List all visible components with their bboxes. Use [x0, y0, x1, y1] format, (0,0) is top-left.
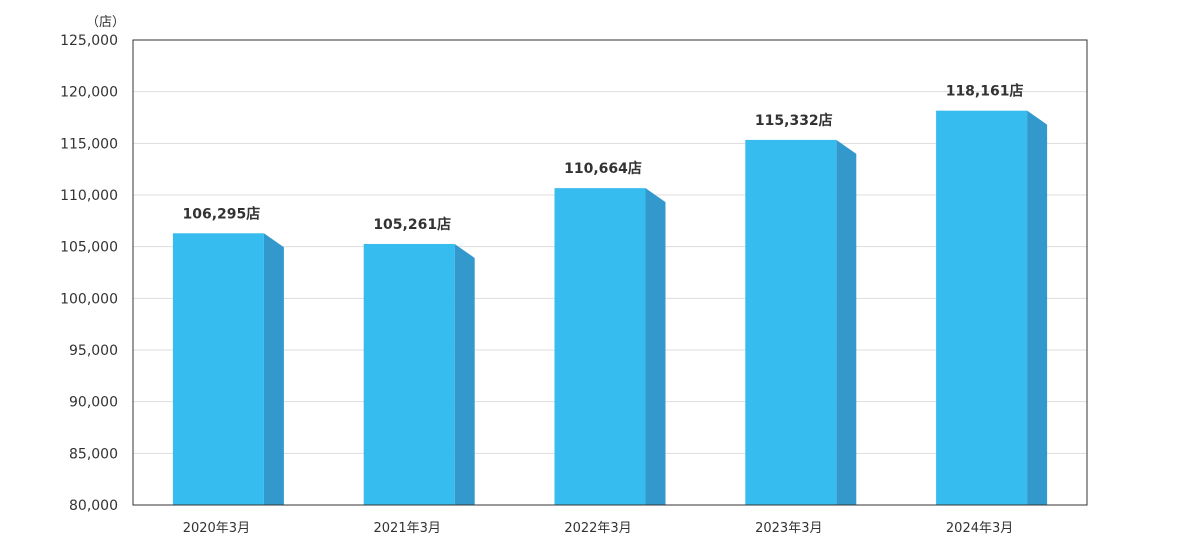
bar [745, 139, 857, 506]
y-tick-label: 110,000 [60, 188, 118, 204]
data-label: 110,664店 [564, 160, 642, 177]
y-axis-unit-label: （店） [86, 15, 125, 30]
y-tick-label: 115,000 [60, 136, 118, 152]
plot-frame [132, 39, 1088, 506]
bars [172, 110, 1048, 506]
y-tick-label: 95,000 [69, 343, 118, 359]
bar-side [263, 233, 284, 505]
bar [172, 233, 284, 505]
data-label: 115,332店 [755, 112, 833, 129]
x-tick-label: 2024年3月 [946, 521, 1013, 536]
y-tick-label: 105,000 [60, 240, 118, 256]
bar-front [554, 188, 646, 505]
y-tick-label: 85,000 [69, 446, 118, 462]
bar-side [1027, 110, 1048, 505]
y-tick-label: 90,000 [69, 395, 118, 411]
y-tick-label: 100,000 [60, 291, 118, 307]
data-label: 118,161店 [946, 83, 1024, 100]
bar [554, 188, 666, 505]
x-axis: 2020年3月 2021年3月 2022年3月 2023年3月 2024年3月 [183, 521, 1014, 536]
data-label: 106,295店 [183, 205, 261, 222]
bar-front [172, 233, 264, 505]
bar [936, 110, 1048, 505]
y-axis: 80,000 85,000 90,000 95,000 100,000 105,000 11… [60, 33, 118, 514]
x-tick-label: 2023年3月 [755, 521, 822, 536]
x-tick-label: 2022年3月 [564, 521, 631, 536]
bar [363, 243, 475, 505]
x-tick-label: 2021年3月 [374, 521, 441, 536]
bar-side [454, 243, 475, 505]
data-label: 105,261店 [373, 216, 451, 233]
bar-front [363, 243, 455, 505]
bar-side [645, 188, 666, 505]
y-tick-label: 125,000 [60, 33, 118, 49]
bar-side [836, 139, 857, 506]
y-tick-label: 120,000 [60, 85, 118, 101]
y-tick-label: 80,000 [69, 498, 118, 514]
x-tick-label: 2020年3月 [183, 521, 250, 536]
bar-front [936, 110, 1028, 505]
bar-front [745, 139, 837, 506]
data-labels: 106,295店 105,261店 110,664店 115,332店 118,161店 [183, 83, 1024, 233]
